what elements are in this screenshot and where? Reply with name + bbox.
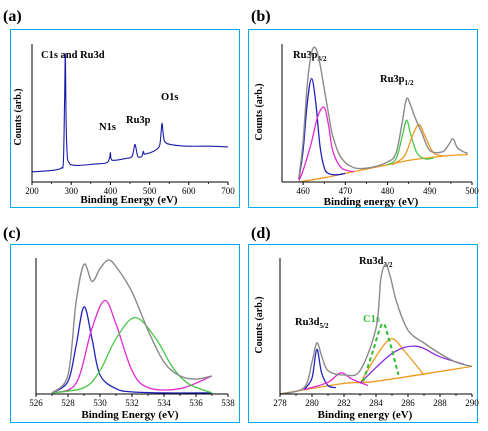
frame-c <box>10 244 240 423</box>
annotation-ru3p-1-2-sub: 1/2 <box>405 79 414 87</box>
x-tick-label-c-4: 534 <box>157 398 171 408</box>
xlabel-b: Binding energy (eV) <box>324 196 419 208</box>
series-d-component-4 <box>359 345 465 384</box>
ylabel-d: Counts (arb.) <box>254 296 265 353</box>
annotation-c1s: C1s <box>363 314 380 325</box>
series-d-component-3 <box>359 338 425 384</box>
series-d-component-0 <box>279 365 473 395</box>
panel-label-d: (d) <box>251 225 271 242</box>
annotation-n1s: N1s <box>99 122 116 133</box>
annotation-ru3d-5-2-main: Ru3d <box>295 317 320 328</box>
series-d-component-2 <box>303 372 369 391</box>
series-b-component-2 <box>298 106 355 181</box>
x-tick-label-c-6: 538 <box>221 398 235 408</box>
x-tick-label-d-3: 284 <box>369 398 383 408</box>
x-tick-label-a-3: 500 <box>143 186 157 196</box>
axes-layer: 200 300 400 500 600 700 460 470 480 490 500 526 528 5… <box>25 44 479 408</box>
x-tick-label-b-3: 490 <box>423 186 437 196</box>
x-tick-label-b-0: 460 <box>296 186 310 196</box>
series-d-c1s-5 <box>362 322 400 382</box>
annotation-ru3p-3-2: Ru3p3/2 <box>293 50 327 63</box>
x-tick-label-d-0: 278 <box>273 398 287 408</box>
annotation-ru3p-3-2-main: Ru3p <box>293 50 318 61</box>
x-tick-label-a-2: 400 <box>104 186 118 196</box>
series-b-component-1 <box>298 77 346 180</box>
x-tick-label-c-0: 526 <box>29 398 43 408</box>
x-tick-label-b-1: 470 <box>339 186 353 196</box>
annotation-ru3p-1-2-main: Ru3p <box>380 74 405 85</box>
x-tick-label-c-5: 536 <box>189 398 203 408</box>
x-tick-label-b-4: 500 <box>465 186 479 196</box>
annotation-c1s-ru3d: C1s and Ru3d <box>41 50 105 61</box>
series-c-component-1 <box>51 299 213 394</box>
annotation-ru3d-5-2: Ru3d5/2 <box>295 317 329 330</box>
panel-label-c: (c) <box>3 225 21 242</box>
x-tick-label-b-2: 480 <box>381 186 395 196</box>
panel-label-b: (b) <box>251 8 271 25</box>
frame-b <box>248 29 478 208</box>
annotation-ru3d-3-2: Ru3d3/2 <box>359 256 393 269</box>
ylabel-a: Counts (arb.) <box>13 88 24 145</box>
x-tick-label-a-5: 700 <box>221 186 235 196</box>
series-d-component-1 <box>303 348 337 391</box>
x-tick-label-d-1: 280 <box>305 398 319 408</box>
series-d-envelope-6 <box>279 263 473 395</box>
x-tick-label-c-3: 532 <box>125 398 139 408</box>
annotation-ru3d-5-2-sub: 5/2 <box>320 322 329 330</box>
x-tick-label-d-6: 290 <box>465 398 479 408</box>
ylabel-b: Counts (arb.) <box>254 83 265 140</box>
xlabel-d: Binding energy (eV) <box>318 409 413 421</box>
x-tick-label-c-2: 530 <box>93 398 107 408</box>
series-a-survey-0 <box>31 53 229 173</box>
series-c-component-2 <box>51 316 213 394</box>
annotation-ru3p-1-2: Ru3p1/2 <box>380 74 414 87</box>
x-tick-label-d-2: 282 <box>337 398 351 408</box>
curves-layer <box>31 46 473 395</box>
xlabel-a: Binding Energy (eV) <box>80 194 178 206</box>
x-tick-label-d-4: 286 <box>401 398 415 408</box>
series-b-envelope-5 <box>298 46 469 178</box>
annotation-ru3p-3-2-sub: 3/2 <box>318 55 327 63</box>
x-tick-label-a-4: 600 <box>182 186 196 196</box>
x-tick-label-d-5: 288 <box>433 398 447 408</box>
x-tick-label-c-1: 528 <box>61 398 75 408</box>
annotation-ru3d-3-2-main: Ru3d <box>359 256 384 267</box>
annotation-ru3d-3-2-sub: 3/2 <box>384 261 393 269</box>
frame-d <box>248 244 478 423</box>
x-tick-label-a-1: 300 <box>64 186 78 196</box>
x-tick-label-a-0: 200 <box>25 186 39 196</box>
panel-label-a: (a) <box>3 8 22 25</box>
series-c-envelope-3 <box>51 259 213 394</box>
annotation-o1s: O1s <box>161 92 179 103</box>
series-c-component-0 <box>51 306 213 394</box>
annotation-ru3p: Ru3p <box>126 115 151 126</box>
series-b-component-3 <box>387 119 435 166</box>
frame-a <box>10 29 240 208</box>
xlabel-c: Binding Energy (eV) <box>81 409 179 421</box>
